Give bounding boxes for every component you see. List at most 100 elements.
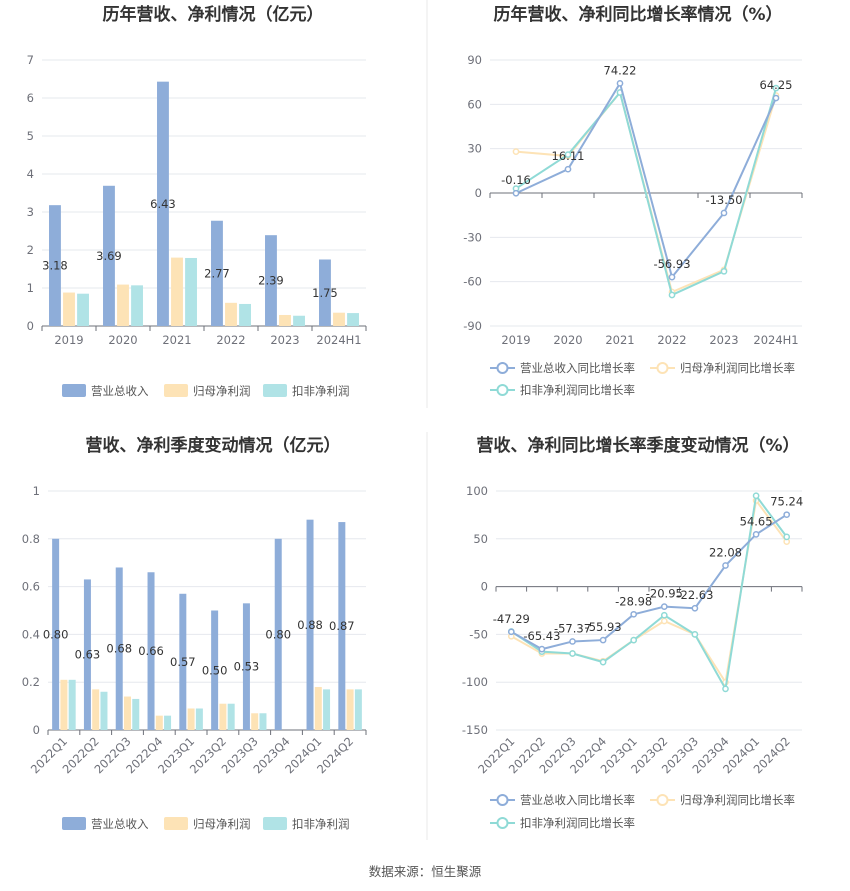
bar (83, 579, 91, 730)
line-data-label: -47.29 (493, 612, 530, 626)
line-point (599, 636, 607, 644)
legend-marker (496, 817, 509, 829)
y-tick-label: 0 (481, 580, 488, 594)
x-tick-label: 2021 (162, 333, 191, 347)
y-tick-label: 0 (475, 186, 482, 200)
bar (195, 708, 203, 730)
y-tick-label: 90 (467, 53, 482, 67)
bar (115, 567, 123, 730)
line-data-label: 64.25 (760, 78, 793, 92)
legend-label: 扣非净利润 (292, 384, 350, 398)
line-point (569, 638, 576, 645)
y-tick-label: 4 (27, 167, 34, 181)
series-line (510, 493, 788, 692)
y-tick-label: 1 (27, 281, 34, 295)
legend-marker (496, 384, 509, 396)
line-data-label: -55.93 (585, 620, 622, 634)
line-data-label: 22.08 (709, 545, 742, 559)
bar (132, 698, 140, 730)
bar (227, 703, 235, 730)
bar-data-label: 3.18 (42, 259, 68, 273)
y-tick-label: 100 (466, 484, 488, 498)
chart-title: 营收、净利同比增长率季度变动情况（%） (476, 435, 799, 456)
bar (124, 696, 131, 730)
bar (333, 312, 345, 326)
y-tick-label: 30 (467, 142, 482, 156)
y-tick-label: 60 (467, 97, 482, 111)
legend-swatch (263, 384, 287, 397)
y-tick-label: -30 (463, 230, 482, 244)
bar (117, 284, 129, 326)
bar (211, 610, 219, 730)
line-point (660, 603, 668, 610)
chart-title: 历年营收、净利情况（亿元） (103, 4, 324, 25)
quarterly-growth-rate-line-chart: 营收、净利同比增长率季度变动情况（%） -150-100-50050100202… (462, 435, 803, 830)
line-data-label: -20.95 (646, 587, 683, 601)
bar (164, 715, 172, 730)
legend-label: 营业总收入 (91, 384, 149, 398)
bar-data-label: 0.80 (43, 627, 69, 641)
annual-growth-rate-line-chart: 历年营收、净利同比增长率情况（%） -90 -60 -30 0 30 60 90 2019 20… (463, 4, 803, 397)
line-point (538, 645, 546, 653)
legend-label: 扣非净利润同比增长率 (520, 816, 635, 830)
x-tick-label: 2022 (216, 333, 245, 347)
bar (314, 686, 322, 730)
bar (225, 302, 237, 326)
line-point (722, 685, 729, 693)
bar-data-label: 0.66 (138, 644, 164, 658)
bar (219, 703, 227, 730)
x-tick-label: 2023 (270, 333, 299, 347)
x-tick-label: 2019 (501, 333, 530, 347)
line-point (772, 84, 780, 92)
legend-swatch (62, 384, 86, 397)
bar (185, 257, 197, 326)
bar-data-label: 2.39 (258, 274, 284, 288)
x-tick-label: 2020 (553, 333, 582, 347)
bar (306, 519, 314, 730)
legend-label: 归母净利润 (193, 817, 251, 831)
line-data-label: -56.93 (653, 257, 690, 271)
line-data-label: 74.22 (604, 63, 637, 77)
bar-data-label: 2.77 (204, 266, 230, 280)
bar (242, 603, 250, 730)
line-point (668, 291, 676, 299)
y-tick-label: -100 (462, 675, 488, 689)
line-point (752, 531, 760, 538)
bar (211, 220, 223, 326)
y-tick-label: 5 (27, 129, 34, 143)
bar (77, 293, 89, 326)
y-tick-label: 0.8 (22, 532, 40, 546)
bar (131, 285, 143, 326)
line-point (507, 628, 515, 636)
line-point (616, 79, 624, 87)
y-tick-label: 3 (27, 205, 34, 219)
y-tick-label: 0.2 (22, 675, 40, 689)
legend-label: 扣非净利润同比增长率 (520, 383, 635, 397)
chart-title: 历年营收、净利同比增长率情况（%） (493, 4, 782, 25)
x-tick-label: 2024H1 (753, 333, 798, 347)
line-point (691, 631, 699, 638)
line-point (720, 267, 728, 275)
line-data-label: 54.65 (740, 514, 773, 528)
line-data-label: -28.98 (615, 594, 652, 608)
line-point (630, 636, 638, 644)
legend-marker (496, 794, 509, 806)
bar (60, 679, 68, 730)
bar (265, 235, 277, 326)
line-point (512, 189, 520, 197)
bar (49, 205, 61, 326)
line-data-label: 75.24 (770, 495, 803, 509)
legend-swatch (263, 817, 287, 830)
bar (179, 593, 187, 730)
line-point (564, 151, 572, 158)
y-tick-label: 1 (33, 484, 40, 498)
line-point (630, 610, 638, 618)
line-point (772, 94, 780, 102)
series-line (510, 513, 788, 651)
bar-data-label: 0.50 (202, 663, 228, 677)
y-tick-label: 7 (27, 53, 34, 67)
line-point (668, 273, 676, 281)
x-tick-label: 2022 (657, 333, 686, 347)
bar (323, 689, 331, 730)
